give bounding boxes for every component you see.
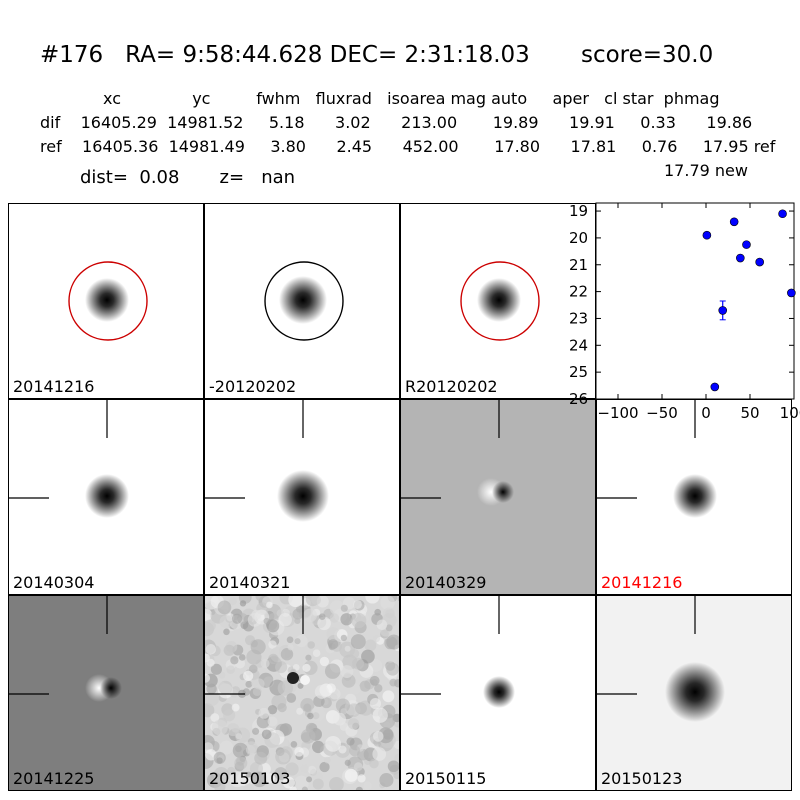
data-point [729,217,739,227]
candidate-title: #176 RA= 9:58:44.628 DEC= 2:31:18.03 sco… [40,42,714,68]
column-headers: xc yc fwhm fluxrad isoarea mag auto aper… [103,89,720,108]
y-tick-label: 19 [569,202,588,220]
stamp-tile: 20140321 [204,399,400,595]
x-tick-label: −50 [646,404,678,422]
stamp-tile: 20141216 [596,399,792,595]
data-point [710,382,720,392]
data-point [787,288,796,298]
y-tick-label: 23 [569,309,588,327]
stamp-label: 20150123 [601,769,683,788]
stamp-tile: 20150103 [204,595,400,791]
lightcurve-svg: 19 20 21 22 23 24 25 26 −100 −50 0 50 100 [569,202,800,422]
y-tick-label: 22 [569,283,588,301]
y-tick-label: 25 [569,363,588,381]
data-point [736,253,745,263]
y-tick-label: 26 [569,390,588,408]
stamp-label: R20120202 [405,377,498,396]
stamp-tile: 20140304 [8,399,204,595]
stamp-label: -20120202 [209,377,297,396]
lightcurve-plot: 19 20 21 22 23 24 25 26 −100 −50 0 50 100 [569,202,800,422]
data-point [778,209,787,219]
stamp-tile: R20120202 [400,203,596,399]
stamp-label: 20140321 [209,573,291,592]
stamp-tile: -20120202 [204,203,400,399]
stamp-label: 20150103 [209,769,291,788]
x-tick-label: 100 [780,404,800,422]
stamp-label: 20141216 [13,377,95,396]
y-tick-label: 20 [569,229,588,247]
stamp-tile: 20150123 [596,595,792,791]
stamp-label: 20150115 [405,769,487,788]
data-point [718,306,728,315]
stamp-tile: 20150115 [400,595,596,791]
data-point [702,230,712,240]
stamp-tile: 20140329 [400,399,596,595]
ref-row: ref 16405.36 14981.49 3.80 2.45 452.00 1… [40,137,776,156]
new-mag: 17.79 new [664,161,748,180]
stamp-tile: 20141216 [8,203,204,399]
x-tick-label: −100 [597,404,638,422]
x-tick-label: 0 [701,404,711,422]
y-tick-label: 24 [569,336,588,354]
stamp-label: 20140304 [13,573,95,592]
x-tick-label: 50 [740,404,759,422]
data-point [742,240,751,249]
dist-line: dist= 0.08 z= nan [80,167,296,188]
stamp-tile: 20141225 [8,595,204,791]
stamp-grid: 20141216 -20120202 R20120202 20140304 201403… [8,203,794,792]
data-point [755,257,764,267]
stamp-label: 20140329 [405,573,487,592]
y-tick-label: 21 [569,256,588,274]
dif-row: dif 16405.29 14981.52 5.18 3.02 213.00 1… [40,113,753,132]
stamp-label: 20141216 [601,573,683,592]
stamp-label: 20141225 [13,769,95,788]
